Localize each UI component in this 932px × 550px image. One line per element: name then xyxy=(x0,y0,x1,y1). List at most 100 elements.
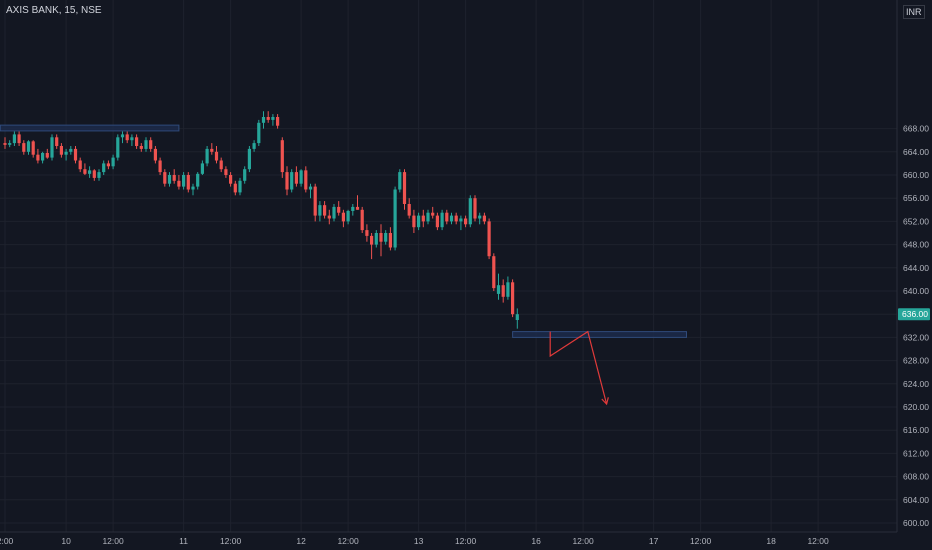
price-tick-label: 660.00 xyxy=(903,170,929,180)
candle xyxy=(515,308,519,329)
candle-body xyxy=(515,314,519,320)
candle-body xyxy=(97,172,101,178)
candle xyxy=(36,148,40,164)
candle-body xyxy=(318,205,322,216)
candle xyxy=(426,209,430,225)
candle xyxy=(125,131,129,144)
candle xyxy=(177,175,181,190)
candle xyxy=(135,134,139,149)
price-tick-label: 644.00 xyxy=(903,263,929,273)
candle xyxy=(417,212,421,231)
candle xyxy=(290,169,294,193)
price-axis[interactable]: 600.00 604.00 608.00 612.00 616.00 620.00 624.… xyxy=(903,124,929,528)
candle xyxy=(323,201,327,219)
candle xyxy=(341,209,345,228)
candle-body xyxy=(365,230,369,236)
candle-body xyxy=(304,170,308,190)
candle-body xyxy=(266,117,270,120)
candle xyxy=(379,224,383,257)
candle-body xyxy=(511,282,515,315)
candle xyxy=(88,166,92,178)
candle xyxy=(257,119,261,146)
candle xyxy=(412,209,416,233)
time-tick-label: 11 xyxy=(179,536,188,546)
candle xyxy=(153,146,157,164)
time-axis[interactable]: 2:00 10 12:00 11 12:00 12 12:00 13 12:00 16 12:00 1… xyxy=(0,536,829,546)
candle-body xyxy=(59,146,63,155)
candle-body xyxy=(445,212,449,222)
candle-body xyxy=(41,152,45,161)
price-tick-label: 608.00 xyxy=(903,472,929,482)
time-tick-label: 12:00 xyxy=(102,536,124,546)
candle xyxy=(196,172,200,190)
candle-body xyxy=(351,206,355,211)
candle-body xyxy=(64,151,68,155)
candle-body xyxy=(200,163,204,174)
price-tick-label: 628.00 xyxy=(903,356,929,366)
candle-body xyxy=(243,169,247,181)
candle-body xyxy=(492,256,496,289)
candle-body xyxy=(299,170,303,184)
candle xyxy=(261,111,266,129)
projection-drawing[interactable] xyxy=(549,330,609,406)
candle xyxy=(224,166,228,178)
candle xyxy=(205,146,209,167)
candle xyxy=(41,151,45,164)
grid-lines xyxy=(0,0,897,532)
candle xyxy=(191,183,195,196)
candle-body xyxy=(285,172,289,190)
candle xyxy=(280,137,284,178)
candle-body xyxy=(214,151,219,161)
candle-body xyxy=(271,117,275,120)
candle xyxy=(351,204,355,216)
candle xyxy=(158,157,162,175)
candle xyxy=(332,204,336,222)
candle-body xyxy=(506,282,510,297)
zone-rectangle[interactable] xyxy=(0,124,180,132)
candle-body xyxy=(384,233,388,242)
candle-body xyxy=(435,215,439,228)
candle xyxy=(473,195,477,222)
candle-body xyxy=(17,134,21,144)
candle-body xyxy=(55,137,59,146)
candle-body xyxy=(346,210,350,222)
time-tick-label: 12 xyxy=(296,536,306,546)
candle-body xyxy=(92,170,96,178)
candle-body xyxy=(379,233,383,242)
zone-rectangles[interactable] xyxy=(0,124,687,338)
candle xyxy=(304,166,308,193)
candle-body xyxy=(487,221,491,257)
zone-rectangle[interactable] xyxy=(512,331,687,338)
candle xyxy=(139,143,143,152)
currency-badge[interactable]: INR xyxy=(903,5,925,19)
candle xyxy=(59,143,63,158)
projection-path[interactable] xyxy=(549,330,608,405)
projection-arrowhead[interactable] xyxy=(601,397,609,406)
candle xyxy=(266,111,270,123)
candle xyxy=(55,134,59,149)
candle-body xyxy=(238,180,242,193)
candle-body xyxy=(210,148,214,152)
candle xyxy=(449,212,454,225)
time-tick-label: 12:00 xyxy=(572,536,594,546)
candle-body xyxy=(337,206,341,213)
candle xyxy=(31,140,35,158)
candle xyxy=(167,172,172,187)
candle xyxy=(327,209,331,225)
candle-body xyxy=(139,146,143,149)
candle xyxy=(182,172,186,190)
price-tick-label: 624.00 xyxy=(903,379,929,389)
candle-body xyxy=(276,117,280,126)
candles xyxy=(3,111,519,329)
time-tick-label: 18 xyxy=(766,536,776,546)
candle-body xyxy=(73,148,78,161)
candle-body xyxy=(407,204,411,216)
candle xyxy=(214,146,219,164)
candle xyxy=(431,206,435,219)
candle xyxy=(440,209,444,231)
candle xyxy=(252,140,256,152)
time-tick-label: 12:00 xyxy=(690,536,712,546)
price-tick-label: 604.00 xyxy=(903,495,929,505)
candle-body xyxy=(308,186,313,190)
